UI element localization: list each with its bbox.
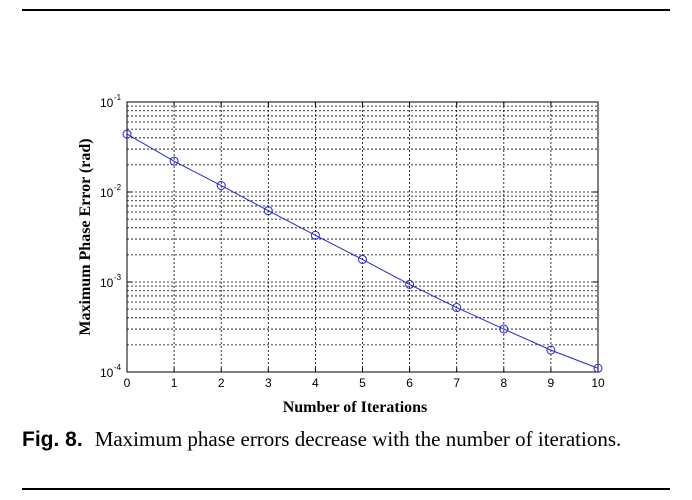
x-tick-label: 2: [218, 376, 225, 390]
y-tick-exponent: -4: [114, 363, 122, 372]
x-tick-label: 5: [359, 376, 366, 390]
data-point: [405, 279, 415, 289]
y-tick-label: 10: [100, 96, 114, 110]
data-point: [263, 206, 273, 216]
x-tick-label: 3: [265, 376, 272, 390]
y-tick-label: 10: [100, 276, 114, 290]
y-tick-exponent: -3: [114, 273, 122, 282]
data-point: [310, 230, 320, 240]
data-point: [546, 345, 556, 355]
series: [122, 129, 603, 373]
data-point: [593, 363, 603, 373]
x-tick-label: 0: [124, 376, 131, 390]
x-tick-label: 9: [548, 376, 555, 390]
caption-text: Maximum phase errors decrease with the n…: [94, 427, 622, 451]
data-point: [122, 129, 132, 139]
x-tick-label: 4: [312, 376, 319, 390]
x-axis-label: Number of Iterations: [283, 399, 428, 416]
grid: [127, 102, 598, 372]
y-axis-label: Maximum Phase Error (rad): [77, 138, 94, 335]
top-rule: [22, 9, 670, 11]
x-tick-label: 8: [500, 376, 507, 390]
data-point: [499, 324, 509, 334]
data-point: [452, 303, 462, 313]
bottom-rule: [22, 488, 670, 490]
x-tick-label: 1: [171, 376, 178, 390]
y-tick-exponent: -1: [114, 93, 122, 102]
data-point: [169, 156, 179, 166]
y-tick-label: 10: [100, 366, 114, 380]
y-tick-label: 10: [100, 186, 114, 200]
x-tick-label: 6: [406, 376, 413, 390]
figure-caption: Fig. 8. Maximum phase errors decrease wit…: [22, 426, 670, 453]
series-line: [126, 133, 599, 369]
x-tick-label: 7: [453, 376, 460, 390]
y-tick-exponent: -2: [114, 183, 122, 192]
x-tick-label: 10: [591, 376, 605, 390]
ticks: [126, 101, 599, 373]
data-point: [216, 181, 226, 191]
data-point: [358, 254, 367, 264]
caption-label: Fig. 8.: [22, 428, 83, 451]
